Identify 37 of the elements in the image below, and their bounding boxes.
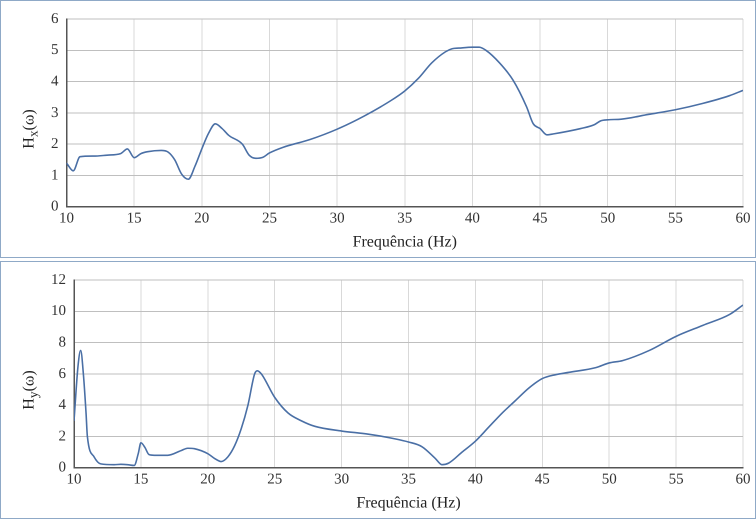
x-tick-label: 45	[532, 210, 548, 227]
y-tick-label: 12	[51, 272, 66, 288]
y-tick-label: 0	[58, 460, 66, 476]
y-tick-label: 2	[58, 428, 66, 444]
x-tick-label: 60	[736, 472, 750, 488]
x-tick-label: 45	[534, 472, 550, 488]
x-tick-label: 40	[468, 472, 483, 488]
y-tick-label: 0	[51, 198, 58, 215]
x-tick-label: 50	[602, 472, 617, 488]
x-tick-label: 30	[330, 210, 345, 227]
y-tick-label: 3	[51, 104, 58, 121]
x-tick-label: 20	[194, 210, 210, 227]
x-tick-label: 60	[736, 210, 750, 227]
x-tick-label: 55	[668, 472, 684, 488]
y-tick-label: 4	[51, 74, 59, 90]
x-axis-title: Frequência (Hz)	[356, 494, 461, 512]
x-tick-label: 55	[668, 210, 683, 227]
y-tick-label: 8	[58, 334, 66, 351]
y-tick-label: 2	[51, 136, 58, 152]
x-tick-label: 15	[126, 210, 142, 227]
x-tick-label: 25	[262, 210, 277, 227]
y-tick-label: 10	[51, 303, 66, 320]
x-tick-label: 25	[267, 472, 282, 488]
y-tick-label: 4	[58, 397, 66, 414]
x-tick-label: 30	[334, 472, 350, 488]
x-tick-label: 50	[600, 210, 616, 227]
line-series	[66, 46, 743, 180]
x-tick-label: 35	[397, 210, 412, 227]
x-tick-label: 35	[401, 472, 416, 488]
x-tick-label: 15	[133, 472, 148, 488]
y-tick-label: 5	[51, 42, 58, 58]
y-tick-label: 6	[51, 10, 59, 27]
y-tick-label: 6	[58, 366, 66, 382]
x-tick-label: 40	[464, 210, 480, 227]
x-tick-label: 20	[200, 472, 216, 488]
y-tick-label: 1	[51, 167, 58, 184]
x-axis-title: Frequência (Hz)	[352, 234, 457, 251]
